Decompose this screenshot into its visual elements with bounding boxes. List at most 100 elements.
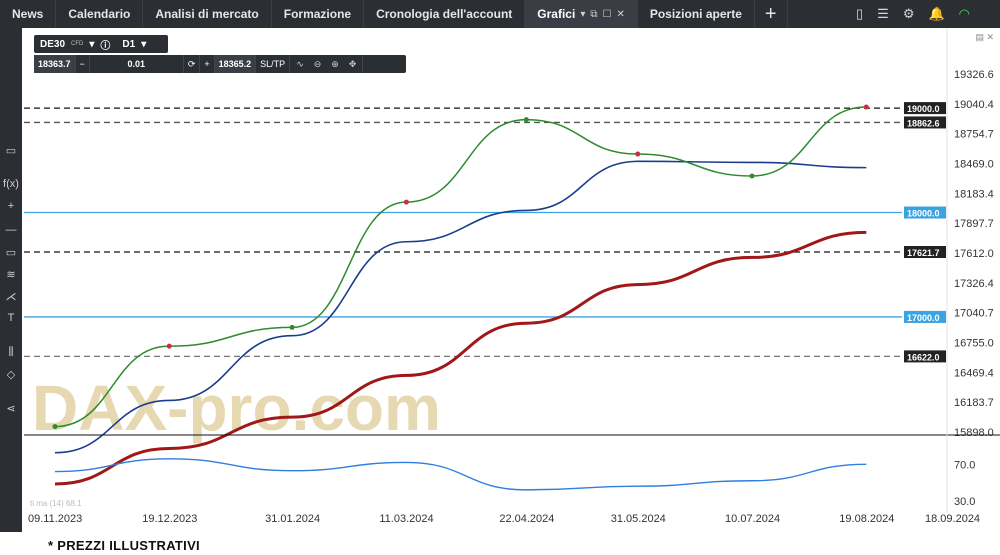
tab-formazione[interactable]: Formazione	[272, 0, 365, 28]
tab-calendario-label: Calendario	[68, 7, 131, 21]
price-axis-tick: 15898.0	[954, 427, 994, 439]
level-label-box	[904, 350, 946, 363]
add-tab-button[interactable]: +	[755, 0, 788, 28]
level-label-box	[904, 102, 946, 115]
price-point	[52, 424, 58, 430]
tab-news[interactable]: News	[0, 0, 57, 28]
symbol-type: CFD	[71, 41, 84, 47]
symbol-selector[interactable]: DE30 CFD ▾ ⓘ D1 ▾	[34, 35, 168, 53]
line-style-icon[interactable]: ∿	[296, 58, 304, 69]
date-axis-tick: 31.05.2024	[611, 513, 666, 525]
function-icon[interactable]: f(x)	[3, 178, 19, 190]
chevron-down-icon[interactable]: ▾	[89, 38, 95, 50]
text-tool-icon[interactable]: T	[7, 312, 15, 324]
tab-analisi-label: Analisi di mercato	[155, 7, 259, 21]
tab-grafici[interactable]: Grafici ▾ ⧉ ☐ ✕	[525, 0, 638, 28]
zoom-out-icon[interactable]: ⊖	[313, 58, 322, 69]
sell-price-button[interactable]: 18363.7	[34, 55, 76, 73]
level-label: 16622.0	[907, 352, 940, 362]
date-axis-tick: 19.08.2024	[839, 513, 894, 525]
layers-icon[interactable]: ◇	[6, 369, 16, 381]
wifi-icon: ◠	[958, 6, 970, 21]
fibonacci-icon[interactable]: ≋	[6, 269, 16, 281]
buy-price-button[interactable]: 18365.2	[214, 55, 257, 73]
top-navigation-bar: News Calendario Analisi di mercato Forma…	[0, 0, 1000, 28]
pitchfork-icon[interactable]: ⋌	[5, 291, 17, 303]
price-point	[863, 104, 869, 110]
date-axis-tick: 10.07.2024	[725, 513, 780, 525]
price-point	[523, 117, 529, 123]
oscillator-axis-tick: 30.0	[954, 496, 975, 508]
chart-background	[22, 28, 1000, 532]
date-axis-tick: 18.09.2024	[925, 513, 980, 525]
price-line	[54, 106, 867, 428]
move-icon[interactable]: ✥	[348, 58, 357, 69]
price-point	[749, 173, 755, 179]
illustrative-prices-note: * PREZZI ILLUSTRATIVI	[48, 538, 200, 553]
plus-icon[interactable]: +	[200, 55, 215, 73]
sidebar-toggle-icon[interactable]: ▯	[856, 6, 864, 21]
tab-posizioni-label: Posizioni aperte	[649, 7, 742, 21]
price-point	[403, 199, 409, 205]
price-axis-tick: 16183.7	[954, 397, 994, 409]
price-axis-tick: 17040.7	[954, 308, 994, 320]
date-axis-tick: 09.11.2023	[28, 513, 82, 525]
settings-icon[interactable]: ⚙	[902, 6, 915, 21]
timeframe-value[interactable]: D1	[122, 38, 136, 50]
tab-cronologia-label: Cronologia dell'account	[376, 7, 513, 21]
tab-grafici-label: Grafici	[537, 7, 576, 21]
detach-window-icon[interactable]: ⧉	[590, 8, 598, 20]
panel-controls[interactable]: ▤ ✕	[975, 32, 994, 42]
level-label: 18862.6	[907, 118, 940, 128]
oscillator-axis-tick: 70.0	[954, 459, 975, 471]
level-label-box	[904, 310, 946, 323]
tab-analisi-di-mercato[interactable]: Analisi di mercato	[143, 0, 272, 28]
lot-size-input[interactable]: 0.01	[90, 55, 184, 73]
moving-average-line	[54, 230, 867, 486]
zoom-in-icon[interactable]: ⊕	[331, 58, 339, 69]
crosshair-icon[interactable]: +	[7, 200, 15, 212]
layout-icon[interactable]: ☰	[877, 6, 889, 21]
reset-lot-icon[interactable]: ⟳	[184, 55, 201, 73]
close-icon[interactable]: ✕	[616, 8, 625, 20]
price-axis-tick: 18469.0	[954, 159, 994, 171]
timeframe-chevron-icon[interactable]: ▾	[141, 38, 147, 50]
level-label-box	[904, 206, 946, 219]
tab-cronologia-account[interactable]: Cronologia dell'account	[364, 0, 526, 28]
chart-tools: ∿ ⊖ ⊕ ✥	[290, 55, 364, 73]
level-label: 17621.7	[907, 248, 940, 258]
date-axis-tick: 31.01.2024	[265, 513, 320, 525]
price-chart[interactable]: DAX-pro.com 19326.6 19040.4 18754.7 18469.0 1…	[22, 28, 1000, 532]
rectangle-tool-icon[interactable]: ▭	[5, 247, 17, 259]
indicator-icon[interactable]: ⫼	[8, 346, 14, 358]
level-label: 18000.0	[907, 209, 940, 219]
price-point	[635, 151, 641, 157]
tab-calendario[interactable]: Calendario	[56, 0, 144, 28]
info-icon[interactable]: ⓘ	[100, 40, 111, 52]
trade-toolbar: 18363.7 − 0.01 ⟳ + 18365.2 SL/TP ∿ ⊖ ⊕ ✥	[34, 55, 406, 73]
line-tool-icon[interactable]: —	[5, 224, 17, 236]
level-label-box	[904, 116, 946, 129]
level-label: 19000.0	[907, 104, 940, 114]
price-axis-tick: 19326.6	[954, 69, 994, 81]
price-axis-tick: 18183.4	[954, 188, 994, 200]
price-axis-tick: 18754.7	[954, 129, 994, 141]
maximize-icon[interactable]: ☐	[602, 8, 612, 20]
date-axis-tick: 22.04.2024	[499, 513, 554, 525]
oscillator-label: ti ma (14) 68.1	[30, 499, 82, 508]
price-axis-tick: 17326.4	[954, 278, 994, 290]
moving-average-line	[54, 160, 867, 454]
symbol-name[interactable]: DE30	[40, 38, 66, 50]
sltp-button[interactable]: SL/TP	[256, 55, 291, 73]
price-axis-tick: 16755.0	[954, 338, 994, 350]
minus-icon[interactable]: −	[76, 55, 90, 73]
bell-icon[interactable]: 🔔	[928, 6, 945, 21]
dropdown-icon[interactable]: ▾	[580, 8, 586, 20]
tab-posizioni-aperte[interactable]: Posizioni aperte	[638, 0, 755, 28]
share-icon[interactable]: ⋖	[6, 403, 16, 415]
price-point	[289, 324, 295, 330]
drawing-tools-sidebar: ▭ f(x) + — ▭ ≋ ⋌ T ⫼ ◇ ⋖	[0, 28, 22, 532]
chart-type-icon[interactable]: ▭	[5, 145, 17, 157]
price-axis-tick: 17897.7	[954, 218, 994, 230]
price-axis-tick: 19040.4	[954, 99, 994, 111]
